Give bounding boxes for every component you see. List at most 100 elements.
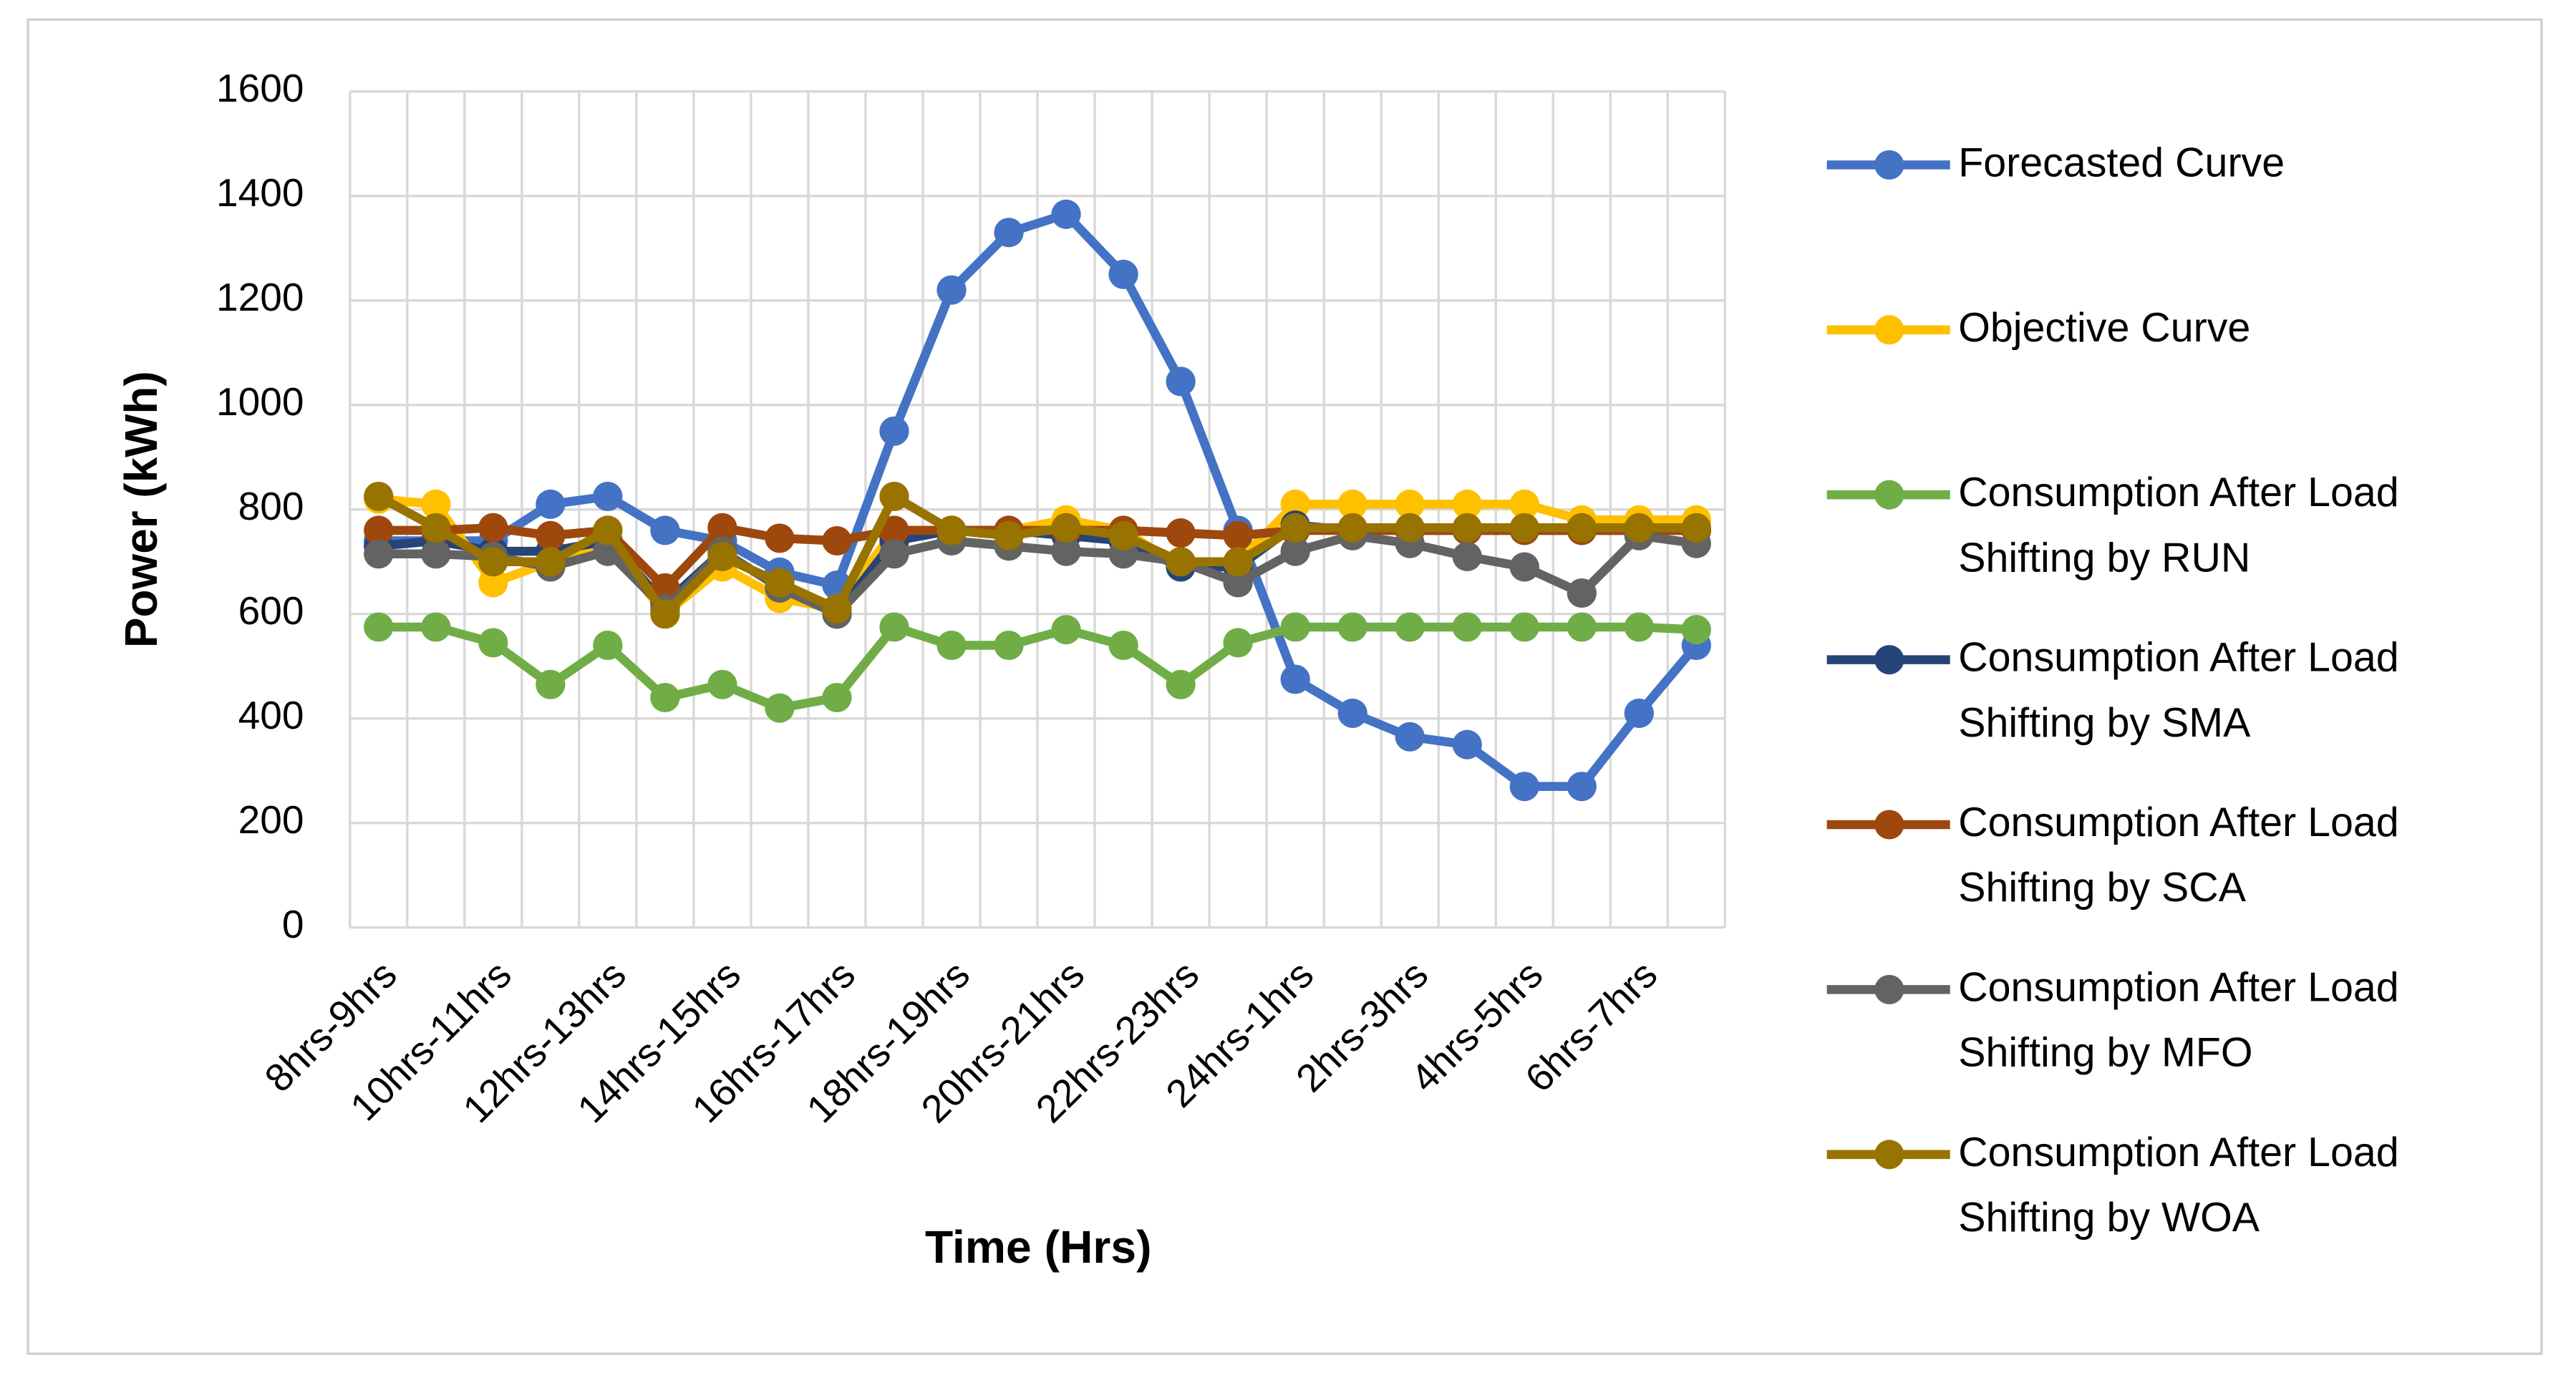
legend-label: Consumption After Load Shifting by RUN xyxy=(1958,470,2399,582)
data-point xyxy=(536,520,566,550)
data-point xyxy=(1509,612,1539,642)
y-tick-label: 1000 xyxy=(216,379,304,424)
legend-label-box: Consumption After Load Shifting by MFO xyxy=(1958,965,2399,1077)
data-point xyxy=(994,630,1024,661)
legend-label: Consumption After Load Shifting by WOA xyxy=(1958,1130,2399,1241)
y-tick-label: 800 xyxy=(238,484,304,528)
data-point xyxy=(1395,513,1425,543)
data-point xyxy=(1108,630,1138,661)
data-point xyxy=(1166,518,1196,548)
data-point xyxy=(936,630,967,661)
data-point xyxy=(879,515,909,545)
data-point xyxy=(1280,664,1310,694)
y-tick-label: 200 xyxy=(238,797,304,842)
data-point xyxy=(1223,520,1253,550)
data-point xyxy=(1051,513,1081,543)
data-point xyxy=(765,568,795,598)
legend-marker xyxy=(1874,1140,1904,1170)
data-point xyxy=(478,513,508,543)
data-point xyxy=(650,599,680,629)
y-tick-label: 1200 xyxy=(216,275,304,319)
data-point xyxy=(707,541,737,571)
data-point xyxy=(1166,367,1196,397)
data-point xyxy=(1624,513,1654,543)
legend-label: Consumption After Load Shifting by MFO xyxy=(1958,965,2399,1077)
data-point xyxy=(593,630,623,661)
data-point xyxy=(1509,489,1539,519)
data-point xyxy=(879,416,909,446)
data-point xyxy=(1166,547,1196,577)
data-point xyxy=(593,515,623,545)
legend-label-box: Consumption After Load Shifting by SCA xyxy=(1958,800,2399,911)
data-point xyxy=(536,547,566,577)
data-point xyxy=(421,489,451,519)
data-point xyxy=(765,693,795,723)
data-point xyxy=(1337,698,1367,728)
data-point xyxy=(1280,513,1310,543)
data-point xyxy=(994,218,1024,248)
data-point xyxy=(1223,547,1253,577)
data-point xyxy=(765,523,795,553)
y-tick-label: 0 xyxy=(282,902,304,946)
legend-marker xyxy=(1874,480,1904,510)
data-point xyxy=(1395,489,1425,519)
data-point xyxy=(1337,612,1367,642)
data-point xyxy=(1624,612,1654,642)
data-point xyxy=(1395,722,1425,752)
data-point xyxy=(1567,772,1597,802)
data-point xyxy=(1567,513,1597,543)
data-point xyxy=(822,593,852,623)
legend-marker xyxy=(1874,645,1904,675)
data-point xyxy=(1567,578,1597,608)
data-point xyxy=(1395,612,1425,642)
data-point xyxy=(421,539,451,569)
legend-marker xyxy=(1874,974,1904,1004)
data-point xyxy=(879,539,909,569)
legend-label-box: Objective Curve xyxy=(1958,305,2251,351)
data-point xyxy=(1452,513,1482,543)
data-point xyxy=(536,489,566,519)
y-axis-title: Power (kWh) xyxy=(115,371,167,648)
x-axis-title: Time (Hrs) xyxy=(925,1221,1152,1273)
data-point xyxy=(593,481,623,512)
legend-marker xyxy=(1874,810,1904,840)
legend-label: Consumption After Load Shifting by SMA xyxy=(1958,635,2399,747)
data-point xyxy=(1567,612,1597,642)
data-point xyxy=(364,481,394,512)
data-point xyxy=(879,612,909,642)
data-point xyxy=(1509,772,1539,802)
data-point xyxy=(364,515,394,545)
data-point xyxy=(1337,489,1367,519)
legend-label-box: Consumption After Load Shifting by RUN xyxy=(1958,470,2399,582)
data-point xyxy=(1166,669,1196,699)
data-point xyxy=(1280,489,1310,519)
data-point xyxy=(364,539,394,569)
data-point xyxy=(1108,520,1138,550)
legend-label-box: Consumption After Load Shifting by SMA xyxy=(1958,635,2399,747)
data-point xyxy=(936,515,967,545)
data-point xyxy=(478,547,508,577)
data-point xyxy=(1280,536,1310,566)
data-point xyxy=(1681,513,1712,543)
data-point xyxy=(1051,615,1081,645)
legend-label-box: Consumption After Load Shifting by WOA xyxy=(1958,1130,2399,1241)
legend: Forecasted Curve Objective Curve Consumpti… xyxy=(1826,140,2399,1241)
data-point xyxy=(650,515,680,545)
data-point xyxy=(1681,615,1712,645)
legend-marker xyxy=(1874,150,1904,180)
data-point xyxy=(650,682,680,713)
data-point xyxy=(1337,513,1367,543)
data-point xyxy=(1452,729,1482,759)
data-point xyxy=(1108,259,1138,289)
y-tick-label: 1400 xyxy=(216,170,304,215)
data-point xyxy=(707,513,737,543)
data-point xyxy=(1051,536,1081,566)
data-point xyxy=(364,612,394,642)
y-tick-label: 1600 xyxy=(216,66,304,110)
data-point xyxy=(707,669,737,699)
data-point xyxy=(1223,568,1253,598)
legend-label-box: Forecasted Curve xyxy=(1958,140,2285,186)
data-point xyxy=(1051,199,1081,229)
legend-label: Objective Curve xyxy=(1958,305,2251,351)
